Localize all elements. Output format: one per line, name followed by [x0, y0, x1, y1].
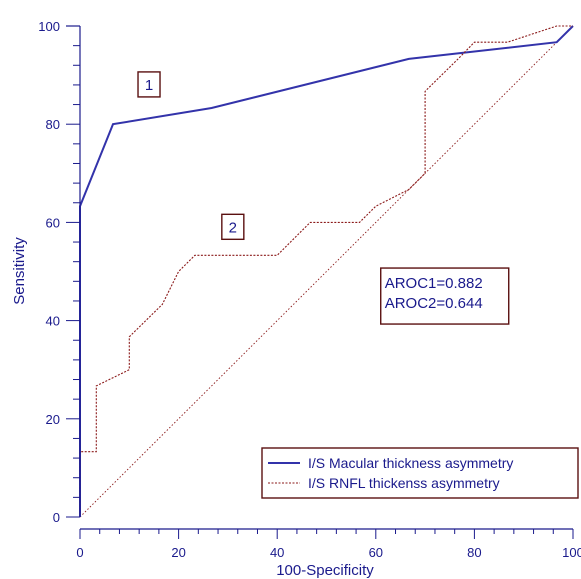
curve-label-box-2 — [221, 213, 245, 241]
x-tick-label: 0 — [76, 545, 83, 560]
y-tick-label: 60 — [46, 215, 60, 230]
y-tick-label: 40 — [46, 314, 60, 329]
x-tick-label: 20 — [171, 545, 185, 560]
legend-box — [261, 447, 579, 499]
legend: I/S Macular thickness asymmetry I/S RNFL … — [261, 447, 579, 499]
x-tick-label: 40 — [270, 545, 284, 560]
x-tick-label: 60 — [369, 545, 383, 560]
chance-diagonal — [79, 25, 574, 518]
annotation-layer: 1 2 AROC1=0.882 AROC2=0.644 — [137, 71, 510, 325]
x-tick-label: 80 — [467, 545, 481, 560]
y-tick-label: 100 — [38, 19, 60, 34]
x-axis-title: 100-Specificity — [276, 562, 374, 579]
y-axis-title: Sensitivity — [11, 237, 28, 305]
auc-box — [380, 267, 510, 325]
curve-label-box-1 — [137, 71, 161, 98]
curve-label-1: 1 — [145, 77, 153, 94]
y-tick-label: 20 — [46, 412, 60, 427]
auc-value: AROC1=0.882 — [385, 275, 483, 292]
auc-value: AROC2=0.644 — [385, 295, 483, 312]
legend-label-1: I/S Macular thickness asymmetry — [308, 455, 513, 471]
legend-label-2: I/S RNFL thickenss asymmetry — [308, 475, 500, 491]
curve-label-2: 2 — [229, 219, 237, 236]
series-line-2 — [79, 25, 573, 517]
reference-line-layer — [79, 25, 574, 518]
x-tick-label: 100 — [562, 545, 581, 560]
y-tick-label: 0 — [53, 510, 60, 525]
y-tick-label: 80 — [46, 117, 60, 132]
axes-layer: 0 20 40 60 80 100 0 20 40 60 80 100 — [38, 19, 581, 560]
